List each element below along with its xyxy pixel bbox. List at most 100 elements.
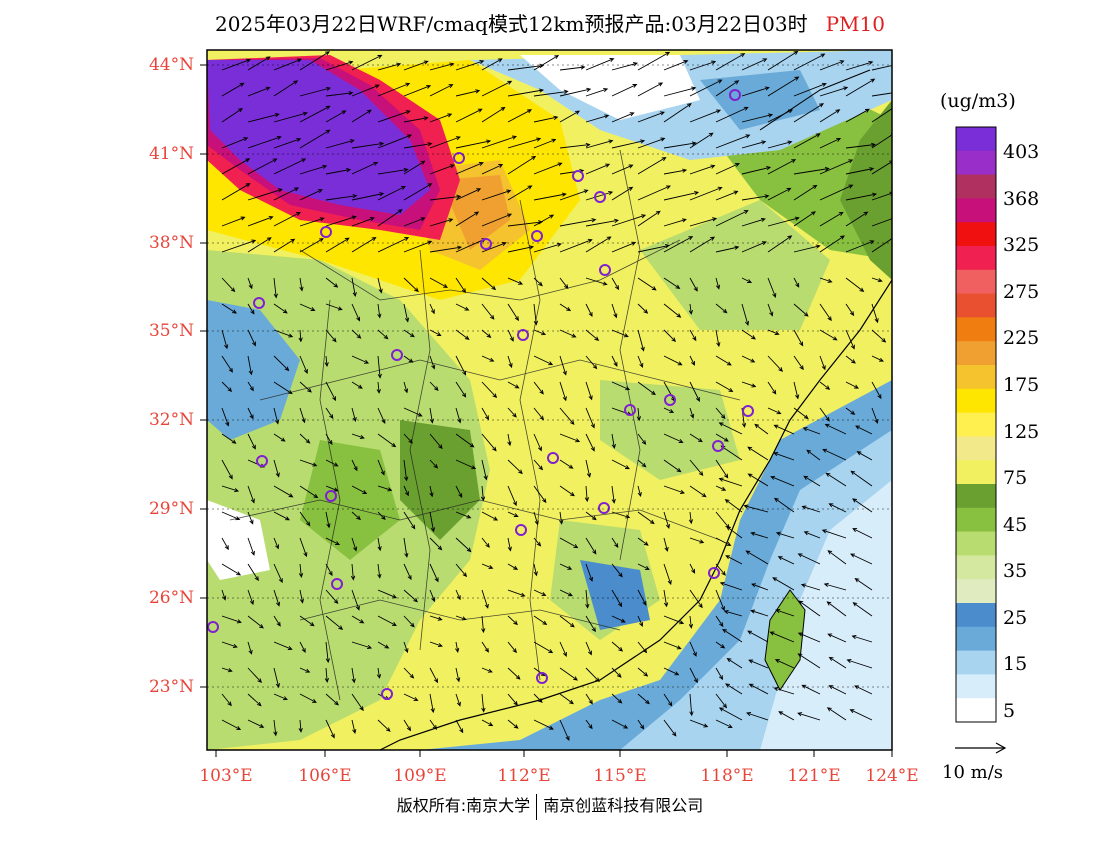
wind-arrow (767, 355, 784, 372)
wind-arrow (221, 303, 237, 314)
wind-arrow (637, 329, 645, 352)
wind-arrow (247, 667, 263, 683)
colorbar-swatch (956, 269, 996, 295)
wind-arrow (852, 498, 873, 513)
wind-arrow (793, 277, 800, 288)
wind-arrow (429, 329, 442, 336)
wind-arrow (767, 277, 777, 298)
wind-arrow (325, 433, 333, 445)
wind-arrow (221, 563, 242, 576)
wind-arrow (819, 86, 849, 97)
wind-arrow (559, 693, 574, 705)
wind-arrow (559, 407, 575, 425)
wind-arrow (273, 693, 288, 701)
wind-arrow (845, 303, 855, 317)
wind-arrow (797, 632, 821, 643)
wind-arrow (715, 641, 726, 649)
wind-arrow (325, 60, 354, 71)
wind-arrow (559, 87, 592, 97)
city-marker (742, 405, 754, 417)
wind-arrow (741, 113, 774, 123)
wind-arrow (689, 60, 717, 71)
wind-arrow (429, 218, 454, 227)
wind-arrow (767, 381, 777, 395)
wind-arrow (819, 137, 842, 149)
wind-arrow (350, 563, 356, 581)
wind-arrow (637, 277, 657, 291)
wind-arrow (775, 609, 795, 617)
wind-arrow (299, 459, 318, 467)
wind-arrow (825, 472, 847, 487)
wind-arrow (299, 693, 317, 703)
colorbar-label: 275 (1003, 280, 1040, 303)
wind-arrow (533, 433, 542, 452)
wind-arrow (507, 109, 533, 123)
wind-arrow (688, 303, 694, 315)
wind-arrow (559, 433, 581, 443)
wind-arrow (845, 240, 875, 253)
wind-arrow (819, 329, 838, 341)
wind-arrow (663, 168, 688, 175)
wind-arrow (852, 602, 873, 617)
colorbar-swatch (956, 531, 996, 556)
wind-arrow (403, 303, 410, 323)
wind-arrow (403, 459, 409, 482)
wind-arrow (429, 563, 439, 583)
wind-arrow (455, 563, 468, 578)
wind-arrow (585, 190, 614, 201)
wind-arrow (663, 190, 700, 201)
wind-arrow (611, 485, 616, 504)
wind-arrow (403, 719, 412, 732)
wind-arrow (793, 244, 821, 253)
wind-arrow (247, 563, 259, 582)
wind-arrow (585, 589, 590, 609)
wind-arrow (377, 459, 385, 476)
wind-arrow (747, 473, 769, 487)
city-marker (729, 89, 741, 101)
wind-arrow (871, 381, 882, 400)
wind-arrow (585, 407, 595, 429)
colorbar-label: 5 (1003, 700, 1016, 722)
wind-arrow (663, 615, 685, 625)
wind-arrow (376, 381, 381, 394)
wind-arrow (221, 537, 229, 551)
wind-arrow (533, 511, 539, 526)
city-marker (712, 440, 724, 452)
wind-arrow (533, 192, 567, 201)
wind-arrow (793, 407, 809, 420)
wind-arrow (403, 277, 419, 293)
longitude-label: 112°E (497, 766, 551, 786)
city-marker (599, 264, 611, 276)
wind-arrow (585, 329, 600, 341)
wind-arrow (507, 303, 519, 322)
wind-arrow (715, 277, 721, 290)
wind-arrow (793, 329, 804, 347)
wind-arrow (247, 86, 271, 97)
colorbar-label: 75 (1003, 467, 1028, 490)
wind-arrow (403, 329, 415, 338)
wind-arrow (637, 381, 656, 396)
wind-arrow (585, 667, 600, 683)
wind-arrow (377, 62, 402, 71)
longitude-label: 124°E (865, 766, 919, 786)
colorbar-swatch (956, 341, 996, 366)
wind-arrow (726, 526, 743, 539)
wind-arrow (377, 511, 386, 521)
wind-arrow (803, 531, 821, 539)
wind-arrow (802, 427, 821, 435)
wind-arrow (748, 683, 769, 695)
wind-arrow (351, 589, 360, 611)
wind-arrow (221, 329, 229, 350)
wind-arrow (507, 88, 545, 97)
wind-arrow (663, 719, 677, 737)
wind-arrow (663, 433, 684, 443)
wind-arrow (637, 355, 644, 368)
wind-arrow (221, 137, 249, 149)
wind-arrow (689, 407, 695, 419)
wind-arrow (324, 667, 330, 683)
wind-arrow (403, 433, 413, 444)
wind-arrow (481, 511, 499, 521)
wind-arrow (585, 87, 609, 97)
wind-arrow (351, 693, 364, 712)
wind-arrow (585, 139, 614, 149)
